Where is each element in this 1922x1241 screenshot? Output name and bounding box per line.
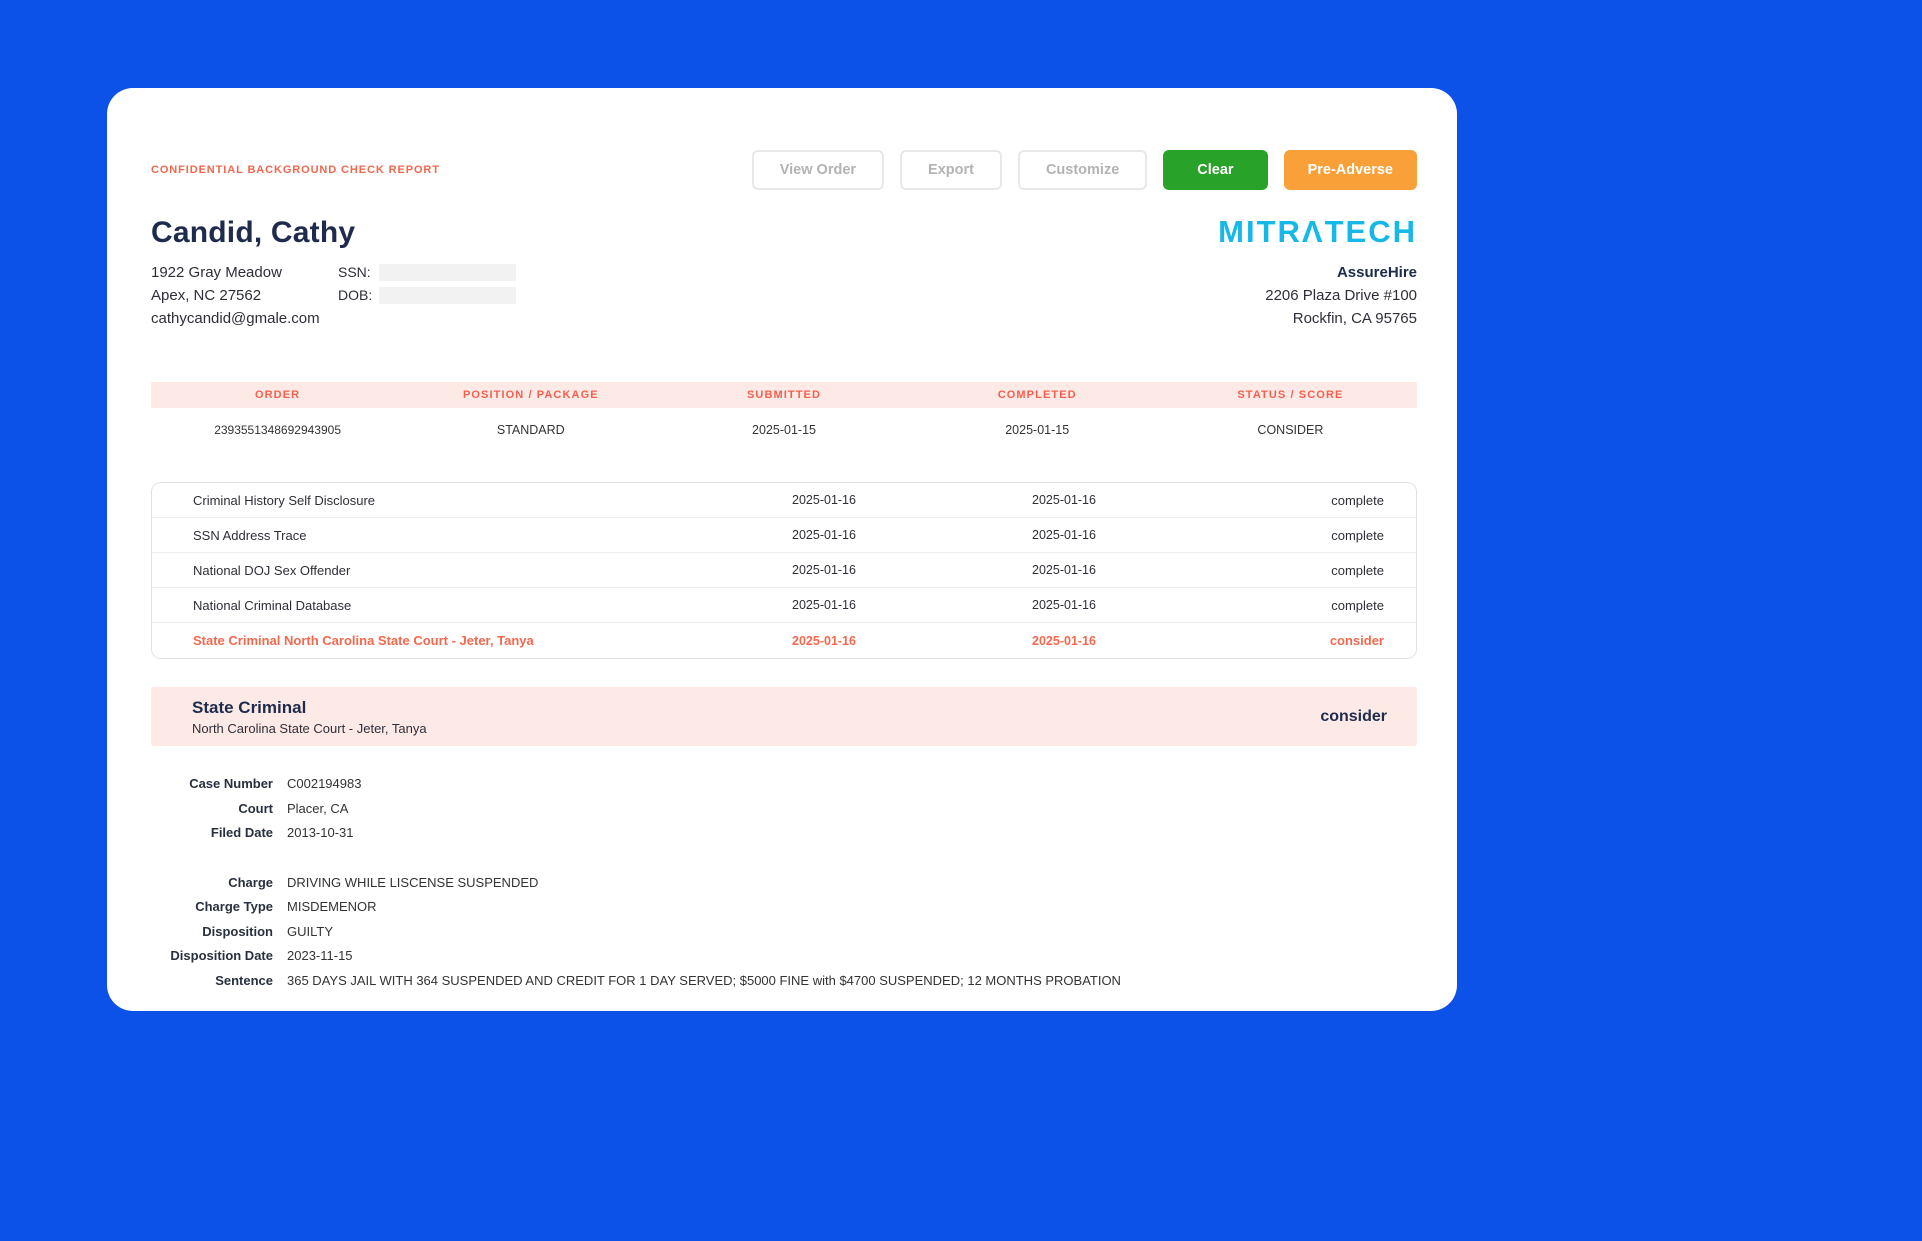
subject-name: Candid, Cathy — [151, 216, 356, 249]
ssn-row: SSN: — [338, 261, 516, 284]
field-label: Filed Date — [210, 825, 273, 840]
confidential-label: CONFIDENTIAL BACKGROUND CHECK REPORT — [151, 164, 440, 176]
field-value: C002194983 — [287, 776, 362, 791]
section-subtitle: North Carolina State Court - Jeter, Tany… — [192, 720, 427, 736]
pre-adverse-button[interactable]: Pre-Adverse — [1283, 150, 1417, 190]
position-cell: STANDARD — [496, 423, 565, 437]
top-bar: CONFIDENTIAL BACKGROUND CHECK REPORT Vie… — [151, 88, 1417, 190]
field-row-case-number: Case Number C002194983 — [151, 772, 1417, 797]
field-row-disposition: Disposition GUILTY — [151, 920, 1417, 945]
check-completed: 2025-01-16 — [1032, 493, 1096, 507]
completed-header-cell: COMPLETED — [997, 389, 1077, 401]
field-value: DRIVING WHILE LISCENSE SUSPENDED — [287, 874, 539, 890]
field-label: Disposition — [202, 923, 273, 939]
provider-address-line1: 2206 Plaza Drive #100 — [1265, 287, 1417, 304]
field-label: Charge — [228, 874, 273, 890]
field-value: GUILTY — [287, 923, 333, 939]
subject-address-line2: Apex, NC 27562 — [151, 287, 262, 304]
section-status-badge: consider — [1320, 707, 1387, 725]
position-header-cell: POSITION / PACKAGE — [462, 389, 599, 401]
completed-cell: 2025-01-15 — [1005, 423, 1070, 437]
checks-panel: Criminal History Self Disclosure 2025-01… — [151, 482, 1417, 659]
order-table-header: ORDER POSITION / PACKAGE SUBMITTED COMPL… — [151, 382, 1417, 408]
ssn-redacted-box — [379, 264, 516, 281]
check-submitted: 2025-01-16 — [792, 598, 856, 612]
field-value: 2023-11-15 — [287, 948, 353, 963]
field-value: Placer, CA — [287, 800, 349, 816]
dob-redacted-box — [379, 287, 516, 304]
field-row-charge: Charge DRIVING WHILE LISCENSE SUSPENDED — [151, 871, 1417, 896]
status-header-cell: STATUS / SCORE — [1237, 389, 1344, 401]
section-title-block: State Criminal North Carolina State Cour… — [192, 698, 427, 736]
subject-id-block: SSN: DOB: — [338, 261, 516, 330]
view-order-button[interactable]: View Order — [751, 150, 885, 190]
field-label: Charge Type — [195, 899, 273, 914]
state-criminal-section-header: State Criminal North Carolina State Cour… — [151, 687, 1417, 746]
check-row-national-criminal[interactable]: National Criminal Database 2025-01-16 20… — [152, 588, 1416, 623]
provider-name: AssureHire — [1336, 264, 1417, 281]
subject-info-row: 1922 Gray Meadow Apex, NC 27562 cathycan… — [151, 261, 1417, 330]
check-submitted: 2025-01-16 — [792, 493, 856, 507]
field-label: Case Number — [189, 776, 273, 791]
field-value: 2013-10-31 — [287, 825, 354, 840]
check-status: complete — [1331, 492, 1384, 508]
check-name: Criminal History Self Disclosure — [193, 492, 376, 508]
order-table-row: 2393551348692943905 STANDARD 2025-01-15 … — [151, 408, 1417, 452]
case-fields: Case Number C002194983 Court Placer, CA … — [151, 772, 1417, 993]
field-row-disposition-date: Disposition Date 2023-11-15 — [151, 944, 1417, 969]
check-status: consider — [1329, 633, 1384, 648]
name-row: Candid, Cathy MITRΛTECH — [151, 214, 1417, 250]
field-value: 365 DAYS JAIL WITH 364 SUSPENDED AND CRE… — [287, 972, 1121, 988]
field-row-charge-type: Charge Type MISDEMENOR — [151, 895, 1417, 920]
field-label: Disposition Date — [170, 948, 273, 963]
submitted-cell: 2025-01-15 — [752, 423, 816, 437]
spacer — [516, 261, 1265, 330]
order-summary-table: ORDER POSITION / PACKAGE SUBMITTED COMPL… — [151, 382, 1417, 452]
check-name: State Criminal North Carolina State Cour… — [193, 633, 534, 648]
subject-email: cathycandid@gmale.com — [151, 310, 320, 327]
clear-button[interactable]: Clear — [1163, 150, 1268, 190]
check-name: SSN Address Trace — [193, 527, 307, 543]
check-name: National DOJ Sex Offender — [193, 562, 351, 578]
field-value: MISDEMENOR — [287, 899, 377, 914]
check-status: complete — [1331, 597, 1384, 613]
check-row-state-criminal[interactable]: State Criminal North Carolina State Cour… — [152, 623, 1416, 658]
check-row-doj-sex-offender[interactable]: National DOJ Sex Offender 2025-01-16 202… — [152, 553, 1416, 588]
field-row-filed-date: Filed Date 2013-10-31 — [151, 821, 1417, 846]
check-status: complete — [1331, 527, 1384, 543]
customize-button[interactable]: Customize — [1017, 150, 1148, 190]
check-completed: 2025-01-16 — [1032, 528, 1096, 542]
mitratech-logo: MITRΛTECH — [1218, 214, 1417, 249]
ssn-label: SSN: — [338, 264, 371, 280]
field-row-court: Court Placer, CA — [151, 797, 1417, 822]
check-status: complete — [1331, 562, 1384, 578]
check-submitted: 2025-01-16 — [792, 563, 856, 577]
charge-fields: Charge DRIVING WHILE LISCENSE SUSPENDED … — [151, 871, 1417, 994]
check-name: National Criminal Database — [193, 597, 352, 613]
dob-label: DOB: — [338, 287, 373, 303]
check-completed: 2025-01-16 — [1032, 598, 1096, 612]
order-header-cell: ORDER — [254, 389, 301, 401]
field-row-sentence: Sentence 365 DAYS JAIL WITH 364 SUSPENDE… — [151, 969, 1417, 994]
status-cell: CONSIDER — [1257, 423, 1324, 437]
check-completed: 2025-01-16 — [1032, 563, 1096, 577]
check-completed: 2025-01-16 — [1032, 633, 1096, 648]
export-button[interactable]: Export — [900, 150, 1002, 190]
check-row-ssn-trace[interactable]: SSN Address Trace 2025-01-16 2025-01-16 … — [152, 518, 1416, 553]
field-label: Court — [238, 800, 273, 816]
section-title: State Criminal — [192, 697, 307, 717]
order-number-cell: 2393551348692943905 — [214, 423, 341, 437]
provider-address-line2: Rockfin, CA 95765 — [1292, 310, 1417, 327]
check-row-criminal-history[interactable]: Criminal History Self Disclosure 2025-01… — [152, 483, 1416, 518]
field-label: Sentence — [215, 972, 273, 988]
check-submitted: 2025-01-16 — [792, 633, 856, 648]
subject-address-line1: 1922 Gray Meadow — [151, 264, 282, 281]
action-buttons: View Order Export Customize Clear Pre-Ad… — [751, 150, 1417, 190]
provider-block: AssureHire 2206 Plaza Drive #100 Rockfin… — [1265, 261, 1417, 330]
submitted-header-cell: SUBMITTED — [746, 389, 822, 401]
check-submitted: 2025-01-16 — [792, 528, 856, 542]
report-card: CONFIDENTIAL BACKGROUND CHECK REPORT Vie… — [107, 88, 1457, 1011]
dob-row: DOB: — [338, 284, 516, 307]
subject-address-block: 1922 Gray Meadow Apex, NC 27562 cathycan… — [151, 261, 338, 330]
